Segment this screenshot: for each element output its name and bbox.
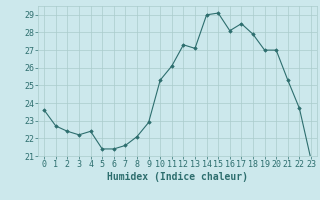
X-axis label: Humidex (Indice chaleur): Humidex (Indice chaleur): [107, 172, 248, 182]
